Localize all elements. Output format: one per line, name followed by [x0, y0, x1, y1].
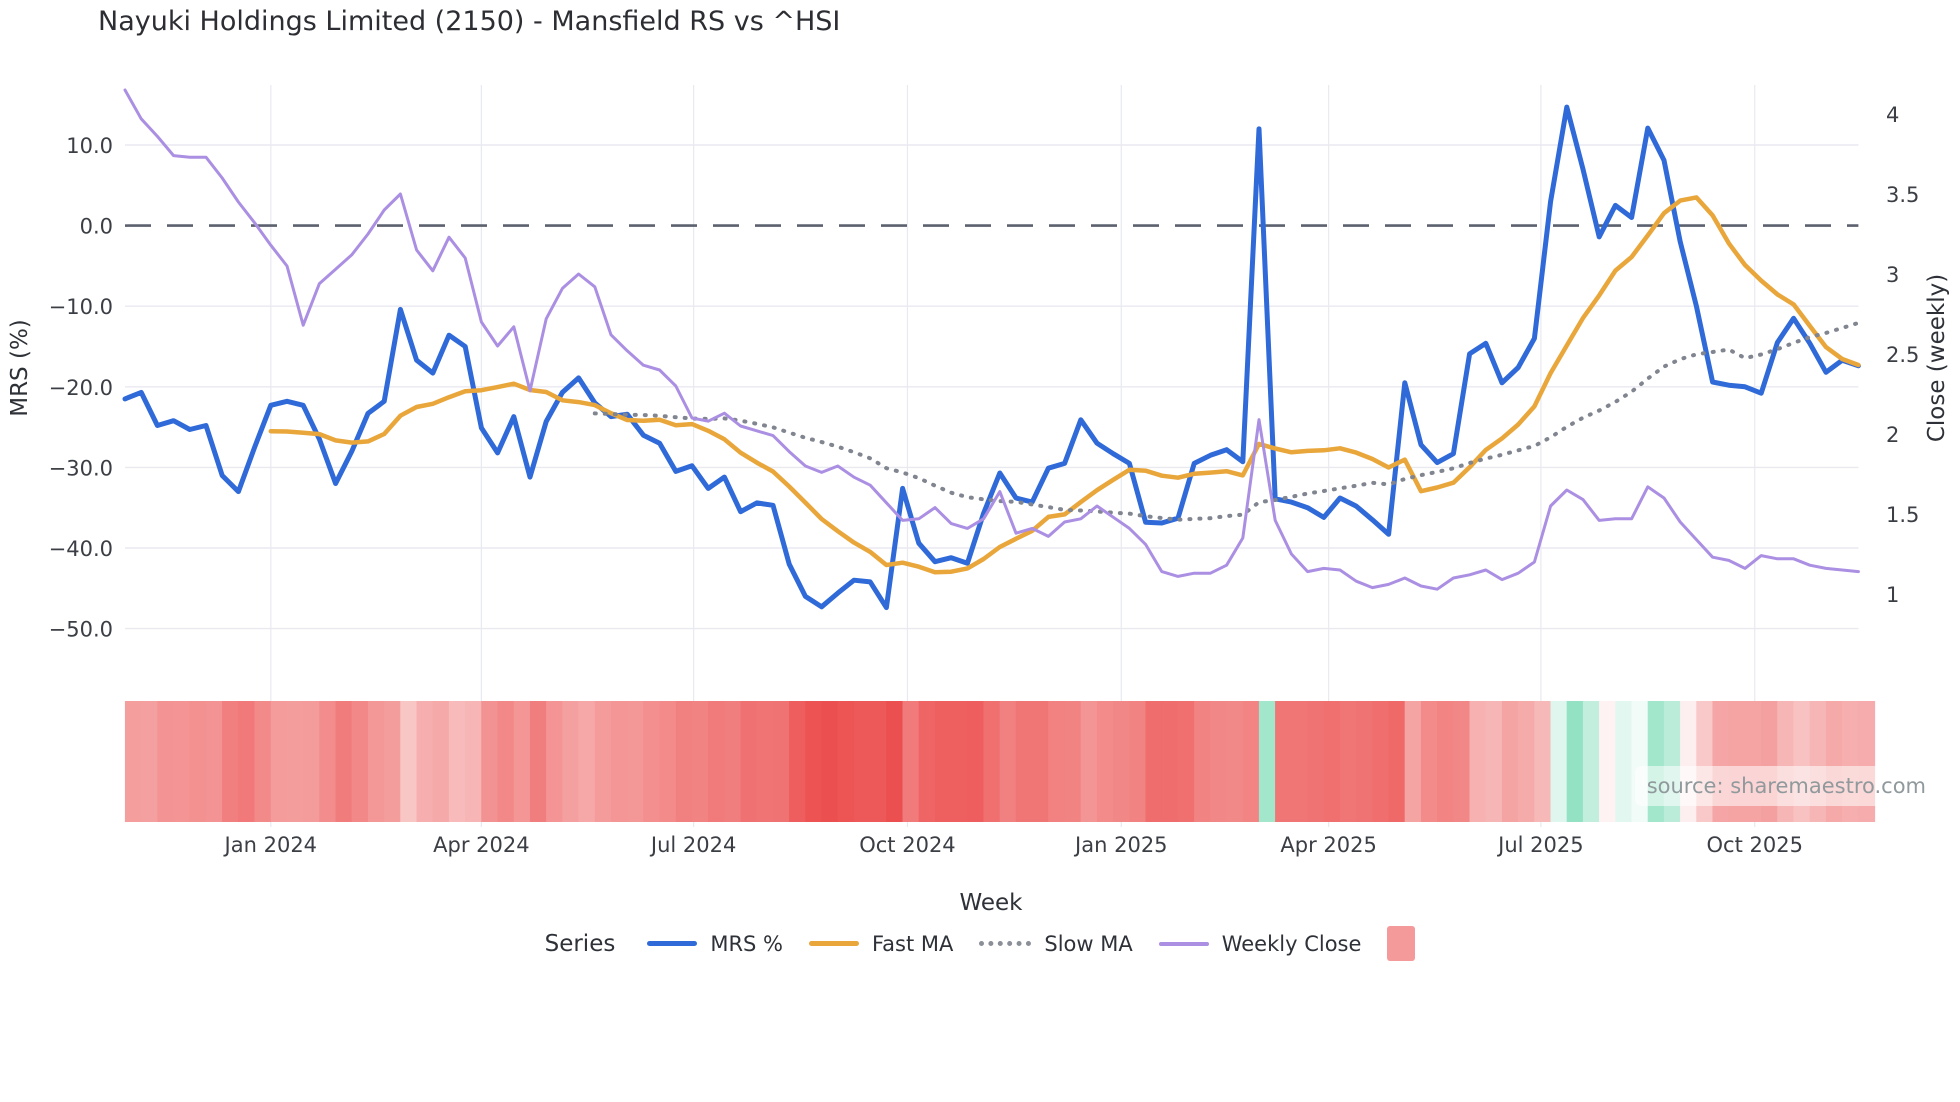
svg-text:1.5: 1.5	[1886, 503, 1919, 527]
legend: Series MRS % Fast MA Slow MA Weekly Clos…	[0, 926, 1960, 961]
svg-text:4: 4	[1886, 103, 1899, 127]
svg-text:2.5: 2.5	[1886, 343, 1919, 367]
svg-text:Jan 2025: Jan 2025	[1073, 833, 1168, 857]
slow-ma-dotted-swatch-icon	[979, 941, 1032, 946]
series-lines	[122, 88, 1861, 611]
svg-text:Oct 2024: Oct 2024	[859, 833, 955, 857]
legend-item-mrs: MRS %	[647, 932, 783, 956]
legend-item-weekly-close: Weekly Close	[1158, 932, 1361, 956]
legend-item-heatmap	[1387, 926, 1416, 961]
svg-text:−10.0: −10.0	[49, 295, 113, 319]
svg-text:3.5: 3.5	[1886, 183, 1919, 207]
legend-item-slow-ma: Slow MA	[979, 932, 1133, 956]
svg-text:10.0: 10.0	[66, 134, 113, 158]
chart-title: Nayuki Holdings Limited (2150) - Mansfie…	[98, 6, 841, 37]
heatmap-strip	[124, 701, 1876, 822]
svg-text:Apr 2024: Apr 2024	[433, 833, 529, 857]
legend-item-fast-ma: Fast MA	[809, 932, 953, 956]
svg-text:Apr 2025: Apr 2025	[1280, 833, 1376, 857]
svg-text:Jul 2024: Jul 2024	[649, 833, 736, 857]
legend-title: Series	[544, 930, 616, 957]
weekly-close-line-swatch-icon	[1158, 941, 1209, 946]
svg-text:Jan 2024: Jan 2024	[223, 833, 318, 857]
svg-text:−20.0: −20.0	[49, 376, 113, 400]
fast-ma-line-swatch-icon	[809, 941, 859, 946]
source-credit: source: sharemaestro.com	[1634, 766, 1938, 806]
svg-text:1: 1	[1886, 583, 1899, 607]
y-axis-right-label: Close (weekly)	[1924, 274, 1950, 442]
svg-text:Oct 2025: Oct 2025	[1707, 833, 1803, 857]
svg-text:0.0: 0.0	[80, 215, 113, 239]
y-axis-left-label: MRS (%)	[7, 319, 33, 417]
svg-text:3: 3	[1886, 263, 1899, 287]
x-axis-label: Week	[959, 890, 1023, 916]
heatmap-swatch-icon	[1387, 926, 1416, 961]
svg-text:2: 2	[1886, 423, 1899, 447]
tick-labels: 10.0 0.0 −10.0 −20.0 −30.0 −40.0 −50.0 4 3.5 3 2.5…	[49, 103, 1920, 857]
svg-text:−40.0: −40.0	[49, 537, 113, 561]
svg-text:−50.0: −50.0	[49, 618, 113, 642]
svg-text:−30.0: −30.0	[49, 456, 113, 480]
svg-text:Jul 2025: Jul 2025	[1496, 833, 1583, 857]
mrs-line-swatch-icon	[647, 941, 698, 946]
